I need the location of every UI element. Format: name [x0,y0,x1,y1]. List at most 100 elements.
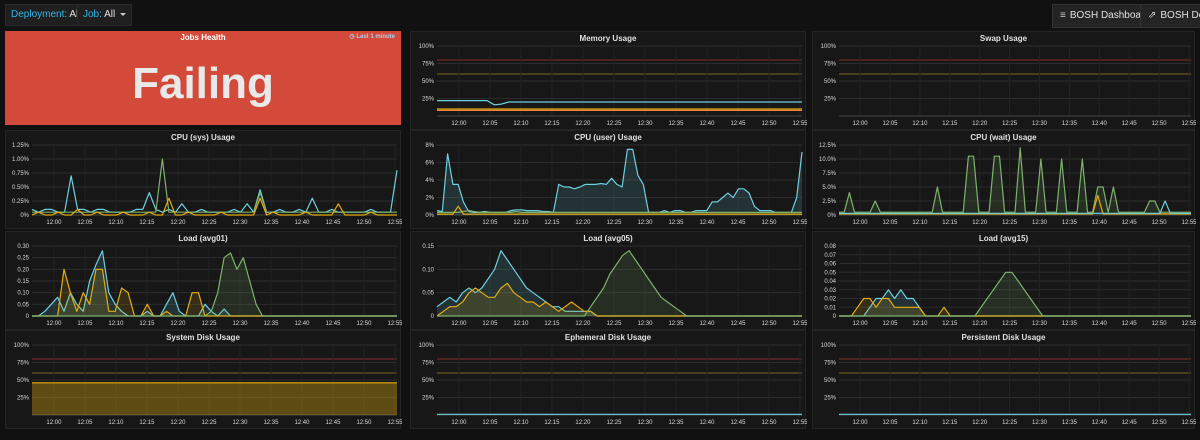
list-icon: ≡ [1060,10,1066,21]
x-tick-label: 12:55 [387,321,402,327]
deployment-variable-dropdown[interactable]: Deployment: All [5,4,98,26]
y-tick-label: 0.10 [422,267,434,273]
x-tick-label: 12:45 [730,121,746,127]
y-tick-label: 1.00% [12,157,30,163]
x-tick-label: 12:00 [46,321,62,327]
time-info-label: Last 1 minute [356,34,395,40]
y-tick-label: 100% [14,343,30,349]
load15-panel: Load (avg15) 0.08 0.07 0.06 0.05 0.04 0.03 0.02… [812,231,1196,330]
cpu-user-panel: CPU (user) Usage 8% 6% 4% 2% 0% 12:00 12:05 12:1… [410,130,807,229]
x-tick-label: 12:20 [575,121,591,127]
x-tick-label: 12:15 [544,321,560,327]
top-toolbar: Deployment: All Job: All ≡ BOSH Dashboard… [0,0,1200,30]
x-tick-label: 12:05 [77,420,93,426]
x-tick-label: 12:55 [792,220,807,226]
x-tick-label: 12:10 [513,321,529,327]
y-tick-label: 0% [827,213,836,219]
x-tick-label: 12:50 [1152,321,1168,327]
y-tick-label: 25% [422,396,435,402]
x-tick-label: 12:25 [606,220,622,226]
panel-title: System Disk Usage [166,333,240,342]
x-tick-label: 12:50 [761,121,777,127]
x-tick-label: 12:25 [201,420,217,426]
panel-title: Load (avg05) [583,234,633,243]
y-tick-label: 0.30 [17,244,29,250]
series-area [839,298,1191,316]
x-tick-label: 12:25 [1002,321,1018,327]
x-tick-label: 12:15 [942,321,958,327]
y-tick-label: 0.25 [17,256,29,262]
x-tick-label: 12:40 [1092,220,1108,226]
series-line-s3 [839,200,1191,214]
y-tick-label: 50% [422,378,435,384]
x-tick-label: 12:00 [451,321,467,327]
y-tick-label: 0.15 [17,279,29,285]
x-tick-label: 12:10 [513,420,529,426]
series-line-s3 [32,252,397,317]
y-tick-label: 7.5% [822,171,836,177]
job-variable-dropdown[interactable]: Job: All [77,4,133,26]
y-tick-label: 10.0% [819,157,837,163]
x-tick-label: 12:30 [1032,121,1048,127]
external-link-icon: ⇗ [1148,10,1157,21]
x-tick-label: 12:55 [792,321,807,327]
x-tick-label: 12:05 [482,121,498,127]
y-tick-label: 0.01 [824,305,836,311]
x-tick-label: 12:05 [77,220,93,226]
y-tick-label: 0.03 [824,288,836,294]
x-tick-label: 12:30 [232,220,248,226]
x-tick-label: 12:25 [201,220,217,226]
x-tick-label: 12:40 [294,321,310,327]
x-tick-label: 12:25 [1002,220,1018,226]
x-tick-label: 12:05 [883,220,899,226]
x-tick-label: 12:15 [139,220,155,226]
series-line-s3 [437,205,802,215]
x-tick-label: 12:10 [513,220,529,226]
series-area [32,382,397,415]
x-tick-label: 12:05 [77,321,93,327]
series-line-s3 [437,250,802,317]
x-tick-label: 12:25 [606,420,622,426]
y-tick-label: 0.02 [824,297,836,303]
chart-svg: 100% 75% 50% 25% 12:00 12:05 12:10 12:15 12:20 12… [14,343,402,426]
cpu-wait-panel: CPU (wait) Usage 12.5% 10.0% 7.5% 5.0% 2.5% 0%… [812,130,1196,229]
x-tick-label: 12:15 [544,121,560,127]
x-tick-label: 12:35 [263,420,279,426]
x-tick-label: 12:40 [699,220,715,226]
x-tick-label: 12:35 [668,121,684,127]
y-tick-label: 50% [824,378,837,384]
bosh-docs-button[interactable]: ⇗BOSH Docs [1140,4,1200,28]
x-tick-label: 12:05 [883,420,899,426]
y-tick-label: 100% [821,44,837,50]
x-tick-label: 12:00 [451,121,467,127]
panel-title: Load (avg15) [978,234,1029,243]
panel-title: Ephemeral Disk Usage [564,333,652,342]
y-tick-label: 0.05 [824,270,836,276]
y-tick-label: 0.25% [12,199,30,205]
x-tick-label: 12:40 [1092,321,1108,327]
bosh-dashboards-label: BOSH Dashboards [1069,10,1155,21]
x-tick-label: 12:50 [761,321,777,327]
x-tick-label: 12:00 [451,220,467,226]
x-tick-label: 12:10 [912,121,928,127]
x-tick-label: 12:35 [1062,121,1078,127]
x-tick-label: 12:45 [1122,420,1138,426]
x-tick-label: 12:35 [668,220,684,226]
x-tick-label: 12:50 [1152,121,1168,127]
panel-title: Swap Usage [979,34,1028,43]
y-tick-label: 50% [422,79,435,85]
x-tick-label: 12:10 [912,321,928,327]
y-tick-label: 25% [422,97,435,103]
x-tick-label: 12:55 [792,420,807,426]
chart-svg: 12.5% 10.0% 7.5% 5.0% 2.5% 0% 12:00 12:05 12:10 1… [819,143,1196,226]
series-area [32,269,397,316]
x-tick-label: 12:30 [637,121,653,127]
chart-svg: 0.30 0.25 0.20 0.15 0.10 0.05 0 12:00 12:05 12:10… [17,244,402,327]
y-tick-label: 0.15 [422,244,434,250]
x-tick-label: 12:00 [46,420,62,426]
y-tick-label: 0.10 [17,291,29,297]
x-tick-label: 12:50 [1152,220,1168,226]
series-line-s1 [839,147,1191,213]
x-tick-label: 12:45 [1122,220,1138,226]
y-tick-label: 75% [824,62,837,68]
